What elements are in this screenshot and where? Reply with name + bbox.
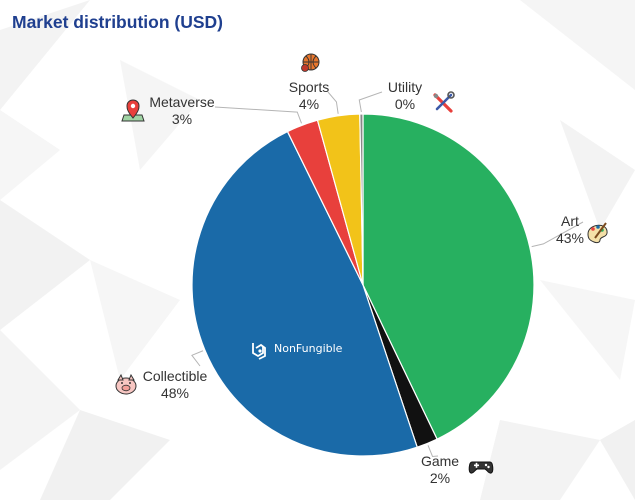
slice-label-game: Game [421, 453, 459, 469]
slice-percent-art: 43% [556, 230, 584, 246]
nonfungible-logo-icon [252, 343, 266, 360]
pig-icon [115, 373, 137, 395]
leader-line-game [427, 445, 439, 457]
palette-icon [587, 222, 608, 244]
slice-percent-game: 2% [430, 470, 450, 486]
slice-percent-collectible: 48% [161, 385, 189, 401]
slice-percent-metaverse: 3% [172, 111, 192, 127]
leader-line-sports [327, 91, 339, 114]
gamepad-icon [468, 461, 494, 474]
pie-slice-utility [359, 113, 364, 286]
brand-watermark: NonFungible [252, 342, 343, 360]
pie-slice-collectible [191, 130, 418, 457]
slice-label-utility: Utility [388, 79, 422, 95]
slice-label-metaverse: Metaverse [149, 94, 215, 110]
tools-icon [433, 91, 455, 113]
basketball-icon [301, 53, 320, 72]
leader-line-collectible [191, 350, 204, 367]
slice-percent-utility: 0% [395, 96, 415, 112]
slice-label-sports: Sports [289, 79, 329, 95]
brand-name: NonFungible [274, 342, 343, 355]
chart-title: Market distribution (USD) [12, 12, 223, 32]
map-pin-icon [121, 99, 145, 122]
pie-slice-art [362, 113, 535, 440]
leader-line-art [531, 221, 584, 248]
leader-line-utility [358, 91, 383, 113]
slice-percent-sports: 4% [299, 96, 319, 112]
slice-label-art: Art [561, 213, 579, 229]
leader-line-metaverse [214, 106, 302, 124]
slice-label-collectible: Collectible [143, 368, 208, 384]
